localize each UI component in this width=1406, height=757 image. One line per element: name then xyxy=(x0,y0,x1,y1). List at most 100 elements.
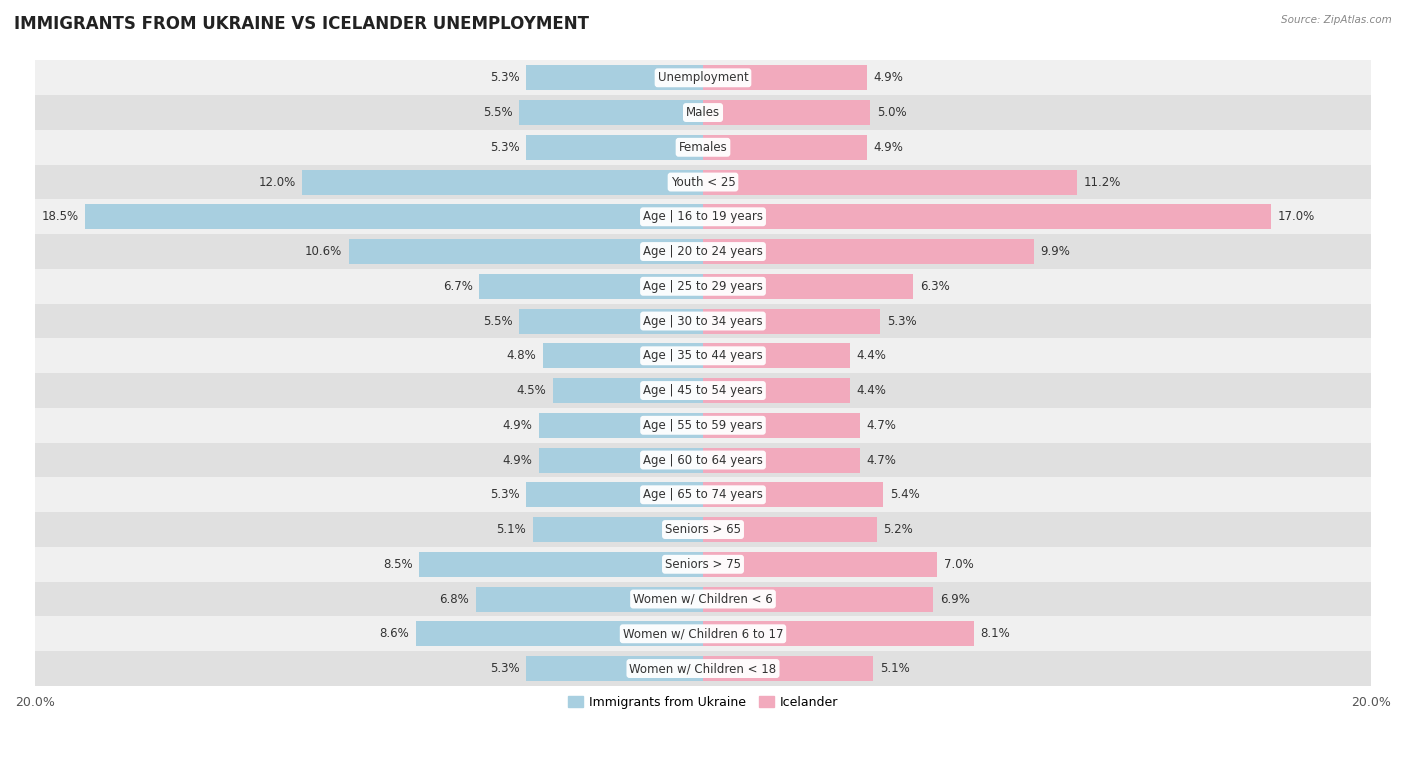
Text: 4.9%: 4.9% xyxy=(503,453,533,466)
Bar xyxy=(703,621,973,646)
Bar xyxy=(703,204,1271,229)
Text: 9.9%: 9.9% xyxy=(1040,245,1070,258)
Text: 5.1%: 5.1% xyxy=(880,662,910,675)
Bar xyxy=(419,552,703,577)
Bar xyxy=(526,65,703,90)
Bar xyxy=(35,95,1371,130)
Text: Age | 65 to 74 years: Age | 65 to 74 years xyxy=(643,488,763,501)
Bar xyxy=(35,581,1371,616)
Text: 4.7%: 4.7% xyxy=(866,453,897,466)
Bar xyxy=(703,517,877,542)
Bar xyxy=(35,547,1371,581)
Text: Age | 25 to 29 years: Age | 25 to 29 years xyxy=(643,280,763,293)
Bar xyxy=(526,656,703,681)
Text: 5.4%: 5.4% xyxy=(890,488,920,501)
Bar xyxy=(703,170,1077,195)
Text: 4.8%: 4.8% xyxy=(506,349,536,363)
Bar xyxy=(703,587,934,612)
Bar xyxy=(543,343,703,369)
Bar xyxy=(526,482,703,507)
Text: 6.9%: 6.9% xyxy=(941,593,970,606)
Bar xyxy=(703,552,936,577)
Bar xyxy=(302,170,703,195)
Text: Women w/ Children < 18: Women w/ Children < 18 xyxy=(630,662,776,675)
Text: 10.6%: 10.6% xyxy=(305,245,342,258)
Text: 6.3%: 6.3% xyxy=(920,280,950,293)
Text: 4.9%: 4.9% xyxy=(503,419,533,431)
Text: Age | 55 to 59 years: Age | 55 to 59 years xyxy=(643,419,763,431)
Bar xyxy=(35,408,1371,443)
Bar xyxy=(553,378,703,403)
Text: Seniors > 65: Seniors > 65 xyxy=(665,523,741,536)
Bar xyxy=(475,587,703,612)
Bar xyxy=(35,234,1371,269)
Text: 5.3%: 5.3% xyxy=(489,488,519,501)
Bar xyxy=(35,304,1371,338)
Text: 7.0%: 7.0% xyxy=(943,558,973,571)
Text: Youth < 25: Youth < 25 xyxy=(671,176,735,188)
Text: Women w/ Children < 6: Women w/ Children < 6 xyxy=(633,593,773,606)
Bar xyxy=(35,338,1371,373)
Text: 18.5%: 18.5% xyxy=(41,210,79,223)
Text: IMMIGRANTS FROM UKRAINE VS ICELANDER UNEMPLOYMENT: IMMIGRANTS FROM UKRAINE VS ICELANDER UNE… xyxy=(14,15,589,33)
Text: 5.5%: 5.5% xyxy=(484,106,513,119)
Text: 5.3%: 5.3% xyxy=(887,315,917,328)
Text: 4.4%: 4.4% xyxy=(856,384,887,397)
Bar xyxy=(35,512,1371,547)
Text: Males: Males xyxy=(686,106,720,119)
Bar xyxy=(703,343,851,369)
Bar xyxy=(35,130,1371,165)
Text: 4.7%: 4.7% xyxy=(866,419,897,431)
Text: 5.2%: 5.2% xyxy=(883,523,912,536)
Legend: Immigrants from Ukraine, Icelander: Immigrants from Ukraine, Icelander xyxy=(562,691,844,714)
Bar xyxy=(540,447,703,472)
Text: 5.3%: 5.3% xyxy=(489,71,519,84)
Text: 5.3%: 5.3% xyxy=(489,141,519,154)
Bar xyxy=(519,100,703,125)
Bar xyxy=(703,447,860,472)
Text: Women w/ Children 6 to 17: Women w/ Children 6 to 17 xyxy=(623,628,783,640)
Bar xyxy=(703,656,873,681)
Text: Source: ZipAtlas.com: Source: ZipAtlas.com xyxy=(1281,15,1392,25)
Text: Age | 60 to 64 years: Age | 60 to 64 years xyxy=(643,453,763,466)
Text: 4.9%: 4.9% xyxy=(873,141,903,154)
Bar xyxy=(35,199,1371,234)
Bar xyxy=(35,616,1371,651)
Text: 4.5%: 4.5% xyxy=(516,384,546,397)
Text: 17.0%: 17.0% xyxy=(1278,210,1315,223)
Bar xyxy=(540,413,703,438)
Text: Age | 16 to 19 years: Age | 16 to 19 years xyxy=(643,210,763,223)
Text: 6.8%: 6.8% xyxy=(440,593,470,606)
Bar xyxy=(703,482,883,507)
Bar xyxy=(416,621,703,646)
Bar xyxy=(35,165,1371,199)
Text: Age | 45 to 54 years: Age | 45 to 54 years xyxy=(643,384,763,397)
Text: Unemployment: Unemployment xyxy=(658,71,748,84)
Text: 8.5%: 8.5% xyxy=(382,558,412,571)
Bar xyxy=(703,100,870,125)
Bar xyxy=(526,135,703,160)
Bar xyxy=(479,274,703,299)
Bar xyxy=(84,204,703,229)
Text: Females: Females xyxy=(679,141,727,154)
Bar xyxy=(703,378,851,403)
Bar xyxy=(35,478,1371,512)
Text: 5.5%: 5.5% xyxy=(484,315,513,328)
Bar xyxy=(703,413,860,438)
Bar xyxy=(703,239,1033,264)
Text: 4.9%: 4.9% xyxy=(873,71,903,84)
Text: 6.7%: 6.7% xyxy=(443,280,472,293)
Text: 11.2%: 11.2% xyxy=(1084,176,1121,188)
Text: Age | 20 to 24 years: Age | 20 to 24 years xyxy=(643,245,763,258)
Bar xyxy=(519,309,703,334)
Text: Age | 35 to 44 years: Age | 35 to 44 years xyxy=(643,349,763,363)
Bar xyxy=(703,274,914,299)
Bar xyxy=(703,309,880,334)
Bar xyxy=(349,239,703,264)
Text: 4.4%: 4.4% xyxy=(856,349,887,363)
Text: Seniors > 75: Seniors > 75 xyxy=(665,558,741,571)
Text: 8.1%: 8.1% xyxy=(980,628,1010,640)
Bar xyxy=(703,135,866,160)
Bar xyxy=(35,61,1371,95)
Bar xyxy=(703,65,866,90)
